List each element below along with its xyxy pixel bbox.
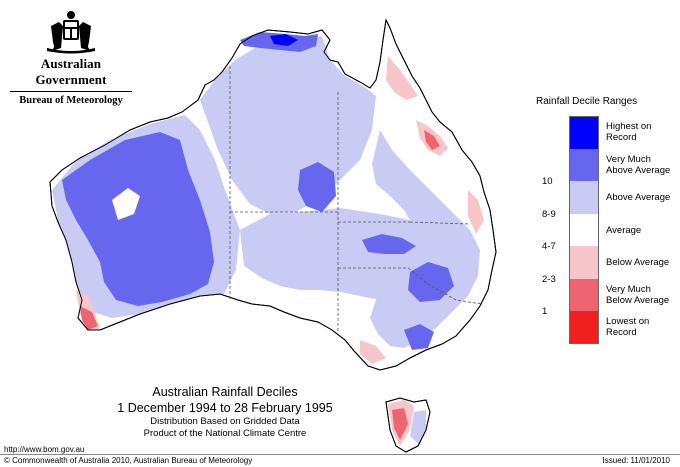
map-note-distribution: Distribution Based on Gridded Data [150,416,300,427]
legend-title: Rainfall Decile Ranges [536,96,638,107]
bom-url-link[interactable]: http://www.bom.gov.au [4,445,85,454]
tasmania-above-average [410,410,426,444]
legend-swatch [569,148,599,181]
sa-below-average [360,340,386,364]
copyright-notice: © Commonwealth of Australia 2010, Austra… [4,456,253,465]
map-caption: Australian Rainfall Deciles 1 December 1… [110,385,340,439]
legend-row: Lowest on Record [536,311,676,344]
vic-very-much-above [404,324,434,350]
legend-row: Very Much Below Average 1 [536,278,676,317]
legend-swatch [569,311,599,344]
legend-label: Highest on Record [606,121,676,143]
legend-label-line1: Below Average [606,257,670,268]
legend-label-line1: Very Much [606,283,651,295]
government-name: Australian Government [35,56,107,87]
logo-divider [10,91,132,92]
bureau-name: Bureau of Meteorology [19,95,123,106]
legend-label-line1: Above Average [606,192,671,203]
legend-range: 2-3 [542,273,556,285]
legend-range: 4-7 [542,241,556,252]
tasmania-very-much-below [392,408,408,440]
legend-label-line1: Average [606,224,642,236]
north-highest-patch [270,34,298,46]
legend-range: 1 [542,306,548,317]
legend-label: Lowest on Record [606,316,676,338]
legend-swatch [569,116,599,149]
legend-row: Average 4-7 [536,213,676,252]
west-very-much-above-zone [62,132,214,306]
legend-swatch [569,213,599,246]
nsw-coast-below-average [468,190,484,234]
decile-legend: Rainfall Decile Ranges Highest on Record V… [536,96,676,344]
legend-row: Below Average 2-3 [536,246,676,285]
legend-swatch [569,246,599,279]
map-note-product: Product of the National Climate Centre [143,428,307,439]
legend-row: Above Average 8-9 [536,181,676,220]
qld-below-average [386,56,418,100]
legend-label: Above Average [606,192,676,203]
legend-label-line2: Above Average [606,164,671,176]
government-logo: Australian Government Bureau of Meteorol… [6,8,136,106]
legend-label-line2: Record [606,132,637,143]
decile-fills [52,32,484,446]
state-borders [229,66,483,332]
legend-row: Very Much Above Average 10 [536,148,676,187]
legend-label-line1: Highest on [606,121,652,132]
map-title: Australian Rainfall Deciles [152,385,298,399]
legend-label: Average [606,225,676,236]
legend-label: Very Much Above Average [606,154,676,176]
legend-label-line1: Very Much [606,153,651,165]
west-inner-white [112,188,140,220]
central-very-much-above [298,162,336,212]
legend-rows: Highest on Record Very Much Above Average 10… [536,116,676,344]
legend-label: Below Average [606,257,676,268]
legend-swatch [569,278,599,311]
legend-label-line1: Lowest on [606,316,650,327]
footer-divider [0,454,680,455]
coat-of-arms-icon [47,11,95,54]
legend-row: Highest on Record [536,116,676,149]
legend-label-line2: Record [606,327,637,338]
legend-label-line2: Below Average [606,294,670,306]
legend-range: 10 [542,176,553,187]
sw-wa-very-much-below [80,306,98,330]
east-above-zone [370,130,480,348]
legend-swatch [569,181,599,214]
north-above-average-zone [200,36,376,214]
map-period: 1 December 1994 to 28 February 1995 [117,401,333,415]
map-outlines [49,18,497,453]
sa-very-much-above [362,234,416,254]
legend-range: 8-9 [542,208,556,220]
issued-date: Issued: 11/01/2010 [602,456,670,465]
qld-coast-very-much-below [424,130,440,150]
legend-label: Very Much Below Average [606,284,676,306]
